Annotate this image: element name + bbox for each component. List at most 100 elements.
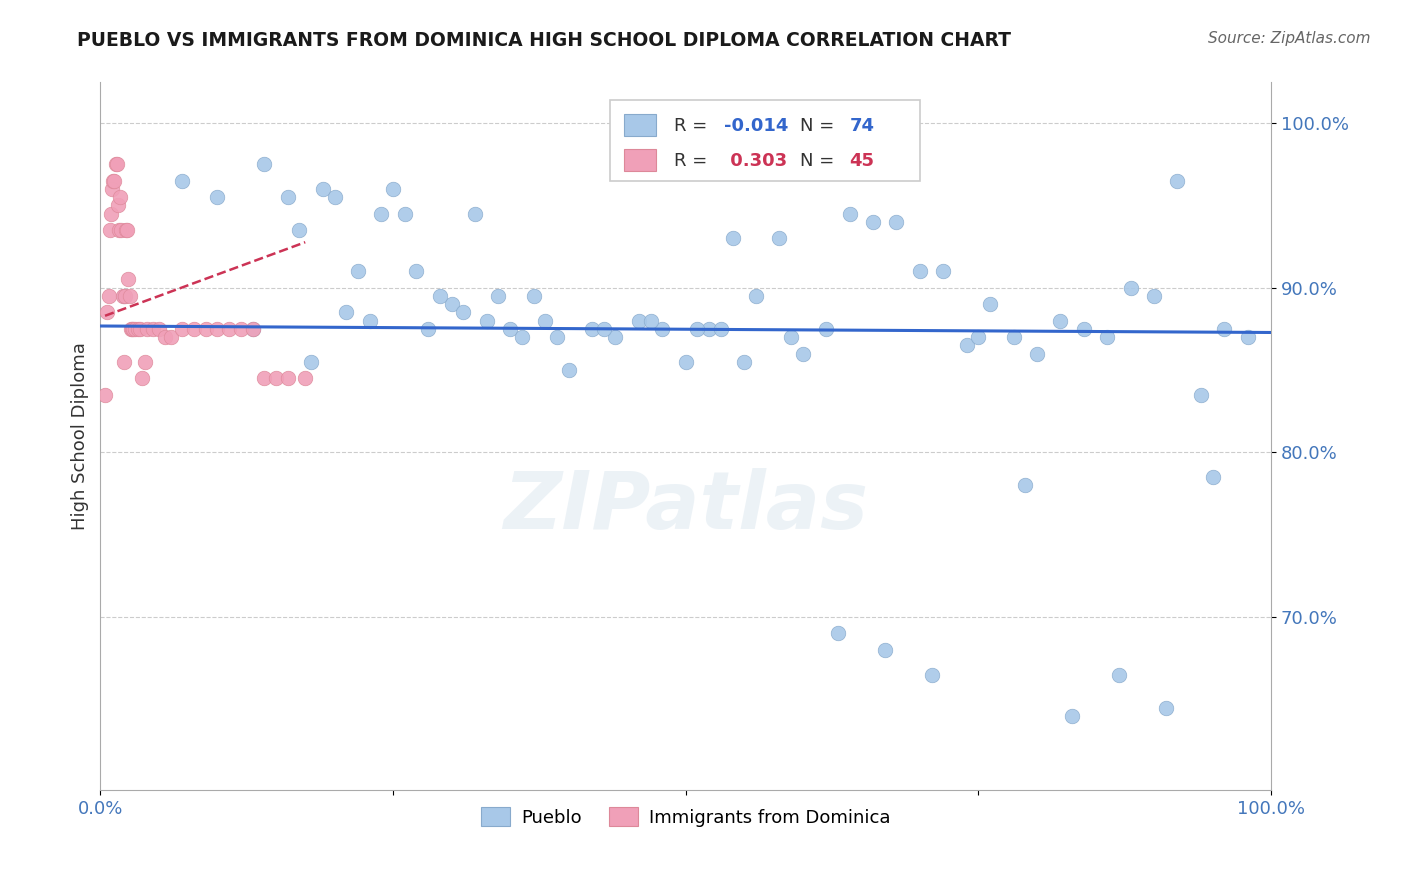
Point <box>475 313 498 327</box>
Point <box>277 371 299 385</box>
Point <box>103 174 125 188</box>
Point <box>440 297 463 311</box>
Point <box>932 264 955 278</box>
Point <box>110 190 132 204</box>
Point <box>405 264 427 278</box>
Point <box>159 330 181 344</box>
Point <box>104 157 127 171</box>
Point <box>979 297 1001 311</box>
Point <box>347 264 370 278</box>
Point <box>103 174 125 188</box>
Point <box>546 330 568 344</box>
Point <box>115 223 138 237</box>
Point <box>172 174 194 188</box>
Point <box>675 355 697 369</box>
Point <box>1014 478 1036 492</box>
Point <box>967 330 990 344</box>
Point <box>721 231 744 245</box>
Point <box>277 190 299 204</box>
Point <box>117 272 139 286</box>
Point <box>697 322 720 336</box>
Point <box>312 182 335 196</box>
Point <box>105 157 128 171</box>
Point <box>134 355 156 369</box>
Point <box>97 289 120 303</box>
Point <box>218 322 240 336</box>
Point <box>1026 346 1049 360</box>
Text: R =: R = <box>673 117 713 135</box>
Point <box>956 338 979 352</box>
Point <box>108 223 131 237</box>
Point <box>499 322 522 336</box>
Point <box>733 355 755 369</box>
Point <box>686 322 709 336</box>
Point <box>886 215 908 229</box>
Point <box>136 322 159 336</box>
Point <box>1143 289 1166 303</box>
Point <box>592 322 614 336</box>
Point <box>522 289 544 303</box>
Point <box>242 322 264 336</box>
Point <box>117 223 139 237</box>
Point <box>382 182 405 196</box>
Point <box>815 322 838 336</box>
Point <box>121 322 143 336</box>
Point <box>122 322 145 336</box>
Point <box>1189 388 1212 402</box>
Point <box>124 322 146 336</box>
Point <box>370 206 392 220</box>
Point <box>142 322 165 336</box>
Point <box>418 322 440 336</box>
Point <box>640 313 662 327</box>
Point <box>1060 708 1083 723</box>
Point <box>118 289 141 303</box>
Point <box>1002 330 1025 344</box>
Point <box>107 198 129 212</box>
Point <box>294 371 316 385</box>
Point <box>1154 700 1177 714</box>
Point <box>100 206 122 220</box>
Text: R =: R = <box>673 152 713 169</box>
Point <box>1201 470 1223 484</box>
Y-axis label: High School Diploma: High School Diploma <box>72 342 89 530</box>
Point <box>153 330 176 344</box>
Text: 45: 45 <box>849 152 875 169</box>
Point <box>120 322 142 336</box>
Text: PUEBLO VS IMMIGRANTS FROM DOMINICA HIGH SCHOOL DIPLOMA CORRELATION CHART: PUEBLO VS IMMIGRANTS FROM DOMINICA HIGH … <box>77 31 1011 50</box>
Point <box>745 289 768 303</box>
Point <box>1108 667 1130 681</box>
Point <box>264 371 287 385</box>
Point <box>1049 313 1071 327</box>
Text: N =: N = <box>800 152 841 169</box>
Point <box>453 305 475 319</box>
Point <box>429 289 451 303</box>
Point <box>359 313 381 327</box>
Point <box>651 322 673 336</box>
Point <box>253 371 276 385</box>
Text: 74: 74 <box>849 117 875 135</box>
Point <box>908 264 931 278</box>
Point <box>862 215 884 229</box>
Point <box>627 313 650 327</box>
Point <box>557 363 579 377</box>
Point <box>183 322 205 336</box>
Point <box>288 223 311 237</box>
Point <box>873 643 896 657</box>
Point <box>486 289 509 303</box>
FancyBboxPatch shape <box>610 100 920 181</box>
Point <box>534 313 557 327</box>
Point <box>1073 322 1095 336</box>
Point <box>101 182 124 196</box>
Point <box>94 388 117 402</box>
Point <box>1095 330 1118 344</box>
Text: -0.014: -0.014 <box>724 117 789 135</box>
Point <box>131 371 153 385</box>
Point <box>921 667 943 681</box>
Point <box>207 190 229 204</box>
Legend: Pueblo, Immigrants from Dominica: Pueblo, Immigrants from Dominica <box>474 800 897 834</box>
Point <box>242 322 264 336</box>
Point <box>335 305 357 319</box>
Point <box>827 626 849 640</box>
Point <box>1119 281 1142 295</box>
Point <box>1236 330 1258 344</box>
